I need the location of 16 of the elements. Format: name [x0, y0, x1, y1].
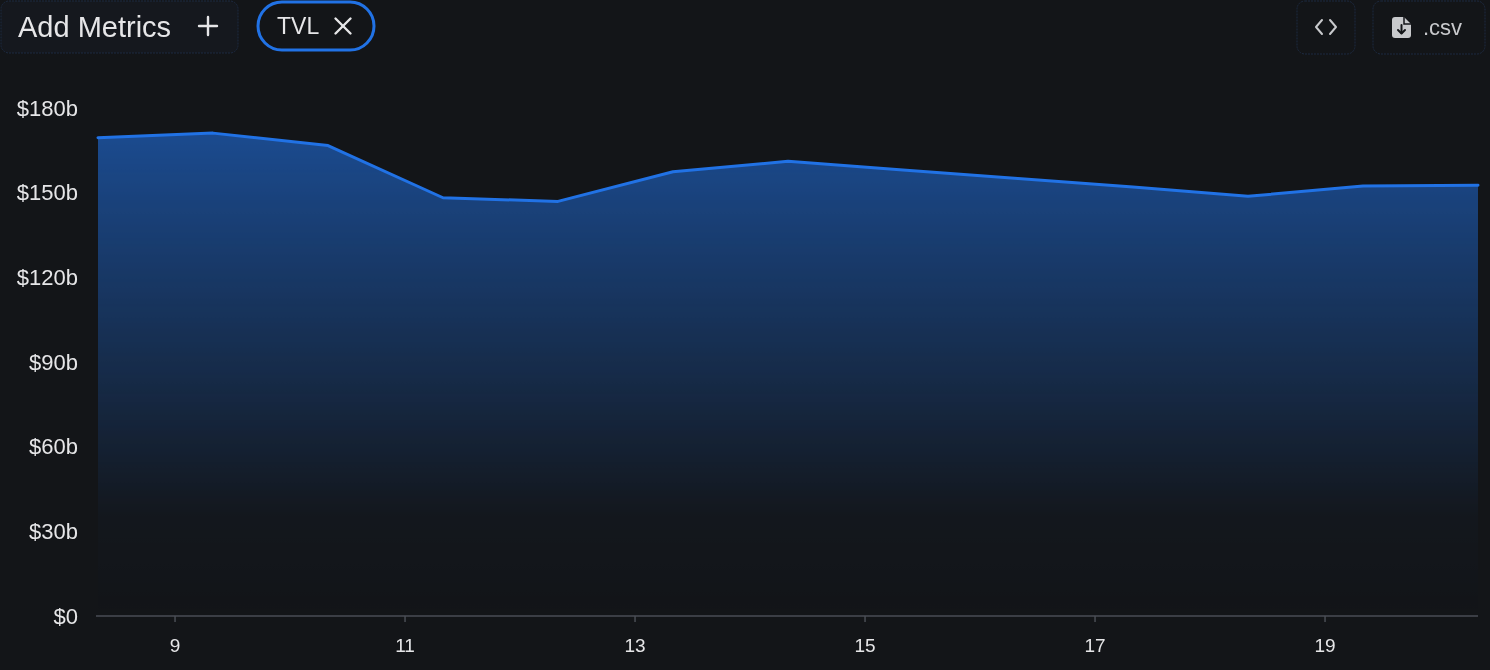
y-tick-label: $0 [53, 603, 78, 629]
text: Add Metrics [18, 11, 172, 43]
y-tick-label: $90b [29, 349, 78, 375]
x-tick-label: 13 [624, 634, 646, 656]
y-tick-label: $150b [16, 180, 78, 206]
text: .csv [1423, 14, 1463, 40]
y-tick-label: $120b [16, 264, 78, 290]
text: TVL [277, 13, 320, 39]
x-tick-label: 17 [1084, 634, 1106, 656]
y-tick-label: $30b [29, 518, 78, 544]
x-tick-label: 11 [395, 634, 415, 656]
y-tick-label: $180b [16, 95, 78, 121]
x-tick-label: 9 [169, 634, 181, 656]
x-tick-label: 19 [1314, 634, 1336, 656]
x-tick-label: 15 [854, 634, 876, 656]
y-tick-label: $60b [29, 434, 78, 460]
